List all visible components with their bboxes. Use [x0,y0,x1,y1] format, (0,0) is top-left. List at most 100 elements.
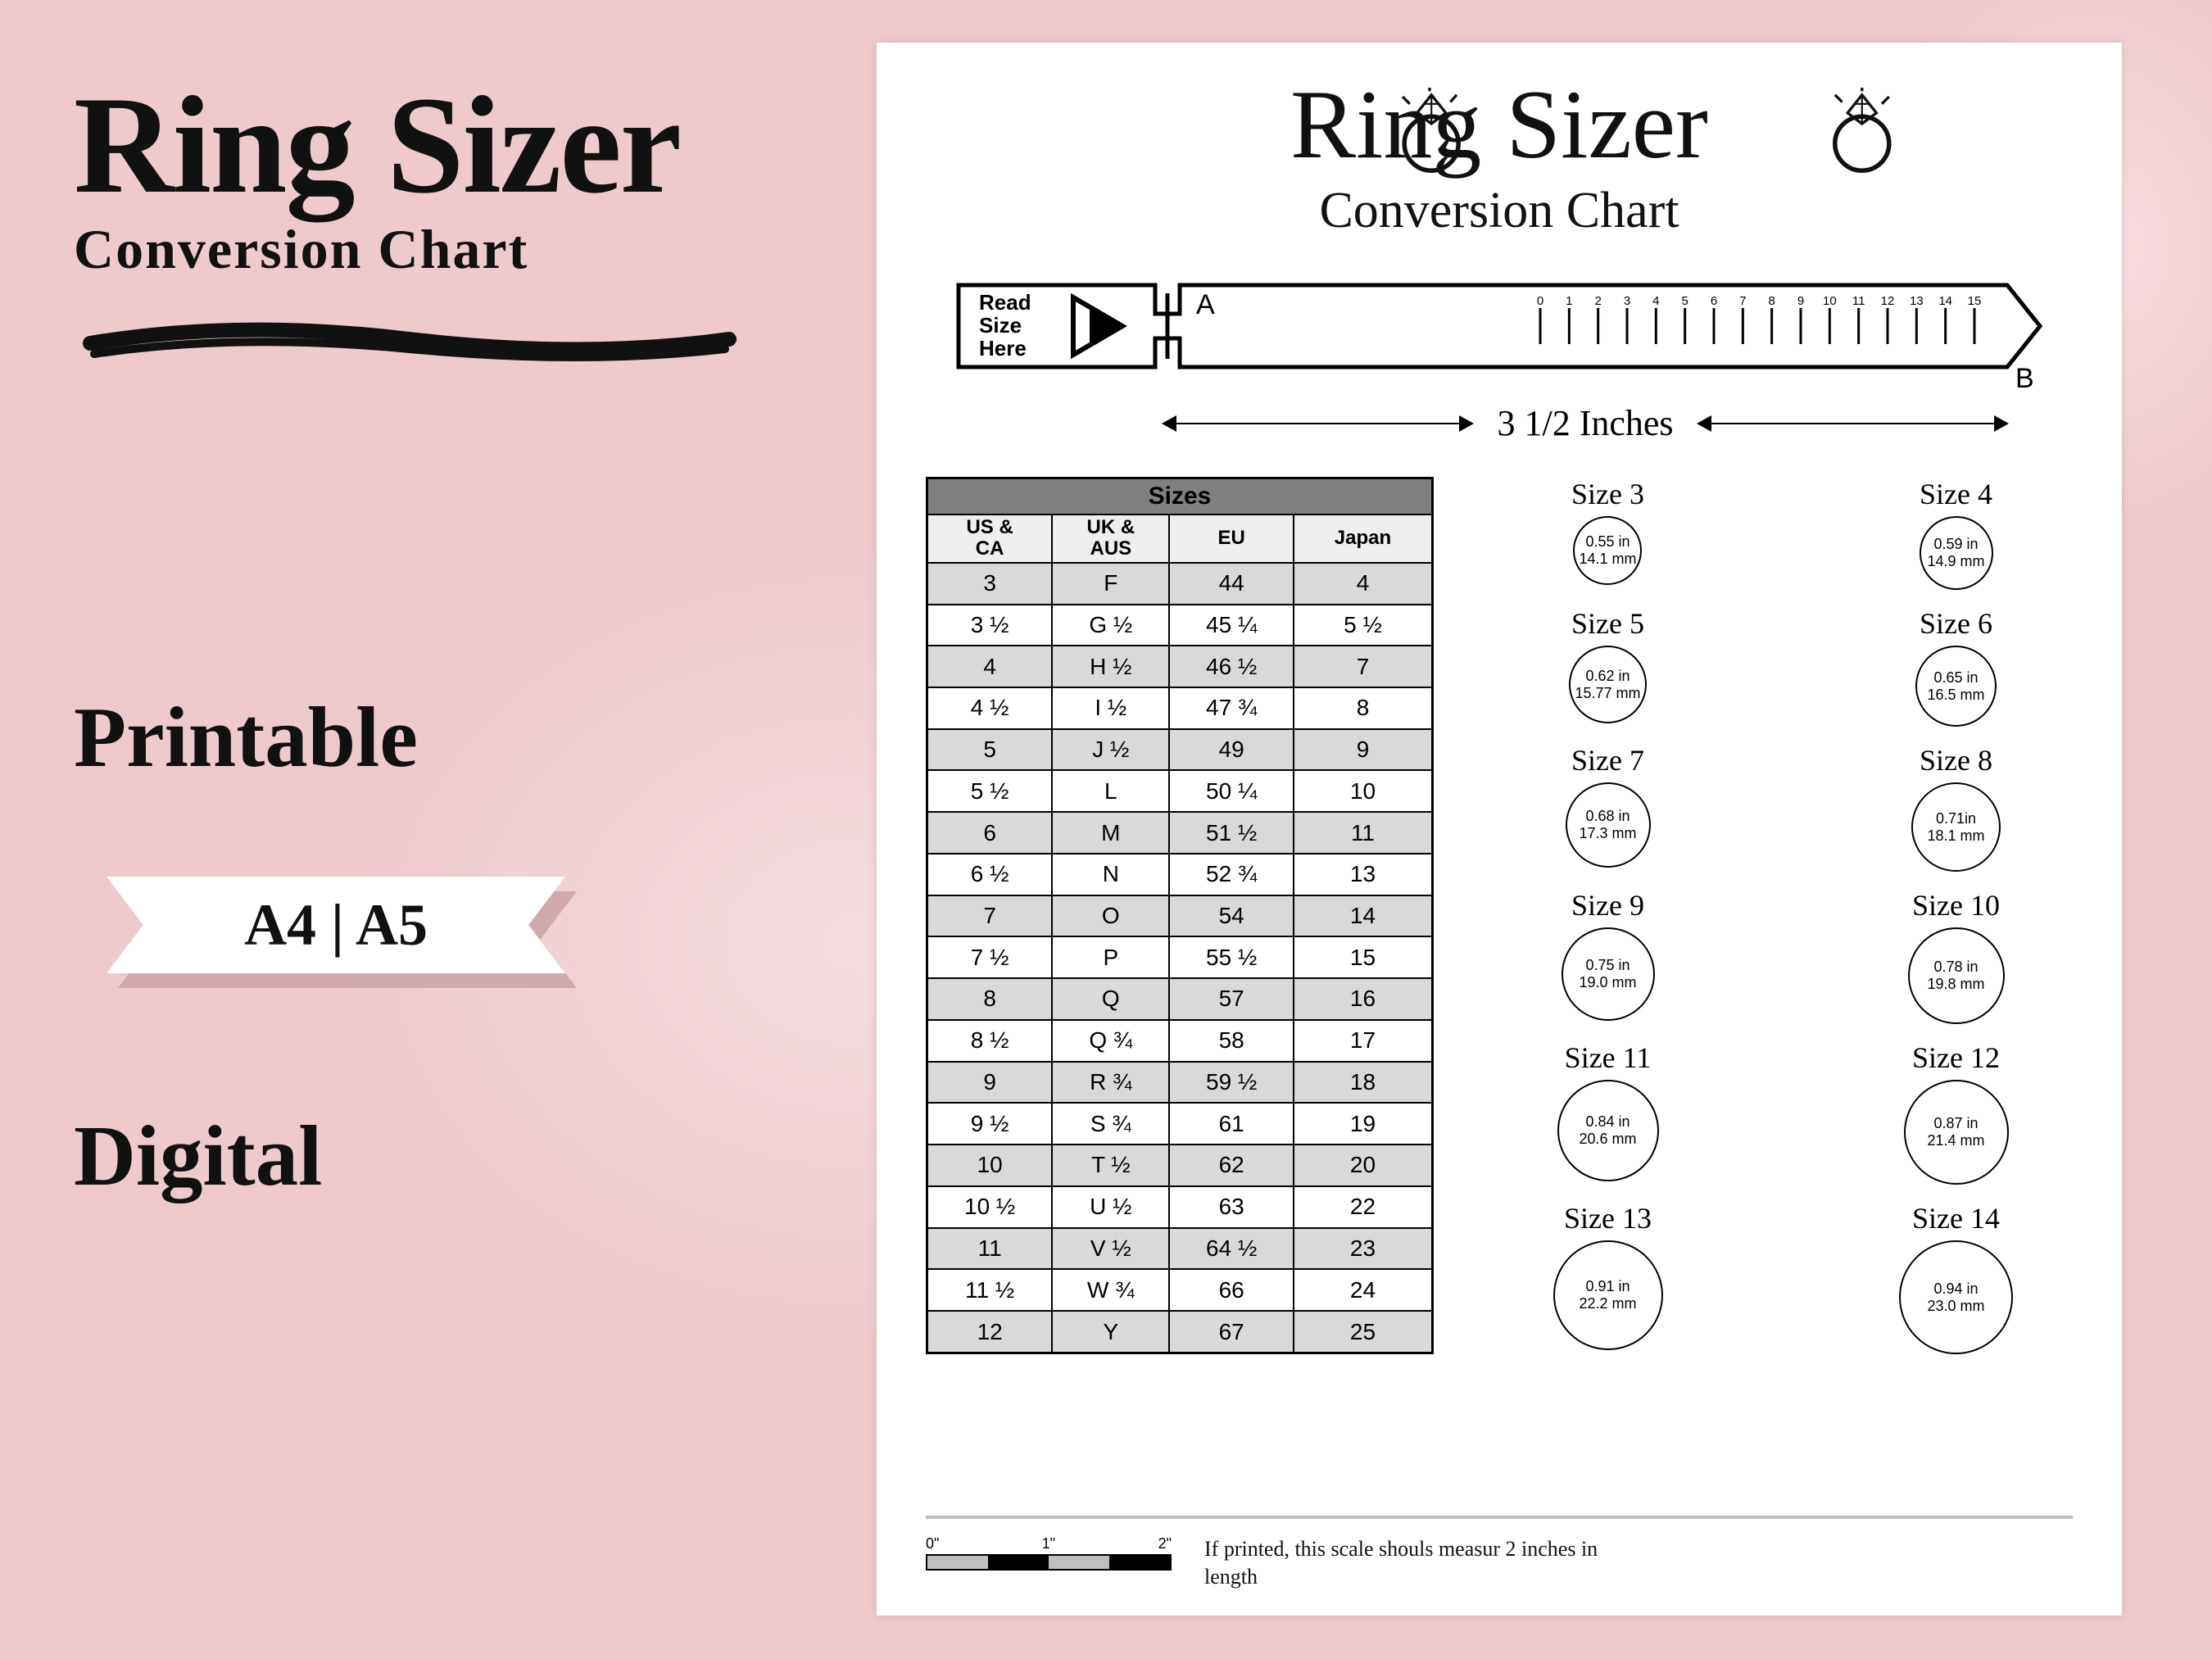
table-row: 9 ½S ¾6119 [927,1103,1433,1145]
table-cell: F [1052,563,1169,605]
table-cell: 52 ¾ [1169,854,1294,895]
table-cell: 9 ½ [927,1103,1053,1145]
ring-circle-inches: 0.78 in [1933,959,1978,976]
svg-text:8: 8 [1768,294,1775,308]
svg-text:0: 0 [1537,294,1543,308]
table-cell: 8 [927,978,1053,1020]
table-cell: G ½ [1052,605,1169,646]
table-cell: 5 ½ [1294,605,1433,646]
table-column-header: Japan [1294,514,1433,563]
table-cell: 4 ½ [927,687,1053,729]
ring-circle-inches: 0.65 in [1933,669,1978,687]
table-cell: 7 [1294,646,1433,687]
table-cell: I ½ [1052,687,1169,729]
table-cell: 8 ½ [927,1020,1053,1062]
page-subtitle: Conversion Chart [926,182,2073,240]
ring-circle-mm: 18.1 mm [1927,827,1984,845]
scale-segment [1049,1556,1109,1569]
table-cell: 51 ½ [1169,812,1294,854]
table-cell: 9 [1294,729,1433,771]
table-cell: 50 ¼ [1169,770,1294,812]
table-cell: 63 [1169,1186,1294,1228]
svg-text:5: 5 [1681,294,1688,308]
ring-circle-shape: 0.68 in17.3 mm [1566,782,1651,868]
conversion-table: Sizes US &CAUK &AUSEUJapan 3F4443 ½G ½45… [926,477,1434,1354]
ring-circle: Size 50.62 in15.77 mm [1569,606,1647,727]
ring-circle-mm: 19.0 mm [1579,974,1636,991]
table-cell: P [1052,936,1169,978]
print-scale-note: If printed, this scale shouls measur 2 i… [1204,1535,1630,1591]
table-cell: J ½ [1052,729,1169,771]
table-cell: 47 ¾ [1169,687,1294,729]
table-cell: 62 [1169,1145,1294,1186]
table-cell: Q [1052,978,1169,1020]
table-cell: L [1052,770,1169,812]
table-row: 11V ½64 ½23 [927,1228,1433,1270]
tape-end-a: A [1196,289,1215,320]
table-cell: 67 [1169,1311,1294,1353]
table-column-header: EU [1169,514,1294,563]
table-cell: 24 [1294,1269,1433,1311]
table-cell: 15 [1294,936,1433,978]
table-cell: R ¾ [1052,1062,1169,1104]
ring-circle-shape: 0.78 in19.8 mm [1908,927,2005,1024]
footer-rule [926,1516,2073,1519]
svg-text:3: 3 [1624,294,1630,308]
ring-circle-label: Size 12 [1904,1040,2009,1075]
table-row: 5J ½499 [927,729,1433,771]
table-row: 3 ½G ½45 ¼5 ½ [927,605,1433,646]
ring-circle-mm: 17.3 mm [1579,825,1636,842]
svg-text:4: 4 [1652,294,1659,308]
table-cell: 10 [1294,770,1433,812]
table-cell: T ½ [1052,1145,1169,1186]
table-cell: 4 [1294,563,1433,605]
chart-page: Ring Sizer Conversion Chart Read Size He… [877,43,2122,1616]
svg-text:6: 6 [1711,294,1717,308]
format-ribbon: A4 | A5 [107,877,565,991]
table-cell: 25 [1294,1311,1433,1353]
ring-circle-mm: 22.2 mm [1579,1295,1636,1312]
table-cell: 64 ½ [1169,1228,1294,1270]
ring-circle-inches: 0.55 in [1585,533,1630,551]
ring-circle-shape: 0.84 in20.6 mm [1557,1080,1659,1181]
ring-circle-mm: 20.6 mm [1579,1131,1636,1148]
tape-measure: Read Size Here A B 012345678910111213141… [950,269,2048,444]
ring-circle-label: Size 9 [1562,888,1655,922]
ring-circle-inches: 0.62 in [1585,668,1630,685]
table-cell: 54 [1169,895,1294,937]
ring-circle-shape: 0.94 in23.0 mm [1899,1240,2013,1354]
table-cell: H ½ [1052,646,1169,687]
table-cell: 3 ½ [927,605,1053,646]
table-cell: 49 [1169,729,1294,771]
table-row: 3F444 [927,563,1433,605]
ring-circle-mm: 23.0 mm [1927,1298,1984,1315]
ring-circle-shape: 0.62 in15.77 mm [1569,646,1647,723]
table-cell: 11 [927,1228,1053,1270]
table-cell: 10 ½ [927,1186,1053,1228]
svg-text:9: 9 [1797,294,1804,308]
table-cell: M [1052,812,1169,854]
table-cell: 6 ½ [927,854,1053,895]
table-cell: V ½ [1052,1228,1169,1270]
table-cell: 46 ½ [1169,646,1294,687]
svg-text:1: 1 [1566,294,1572,308]
table-row: 4H ½46 ½7 [927,646,1433,687]
svg-text:Size: Size [979,313,1022,338]
scale-tick-label: 0" [926,1535,939,1552]
ring-circle-inches: 0.94 in [1933,1281,1978,1298]
table-cell: 7 [927,895,1053,937]
print-scale-bar: 0"1"2" [926,1535,1172,1571]
promo-subtitle: Conversion Chart [74,217,754,282]
table-cell: N [1052,854,1169,895]
table-cell: 8 [1294,687,1433,729]
svg-text:14: 14 [1938,294,1952,308]
ring-circle: Size 30.55 in14.1 mm [1571,477,1644,590]
table-row: 9R ¾59 ½18 [927,1062,1433,1104]
table-cell: 44 [1169,563,1294,605]
format-label: A4 | A5 [244,891,428,959]
svg-text:7: 7 [1739,294,1746,308]
tape-read-label: Read [979,290,1031,315]
ring-circle-mm: 21.4 mm [1927,1132,1984,1149]
table-row: 8Q5716 [927,978,1433,1020]
ring-circle-label: Size 14 [1899,1201,2013,1235]
